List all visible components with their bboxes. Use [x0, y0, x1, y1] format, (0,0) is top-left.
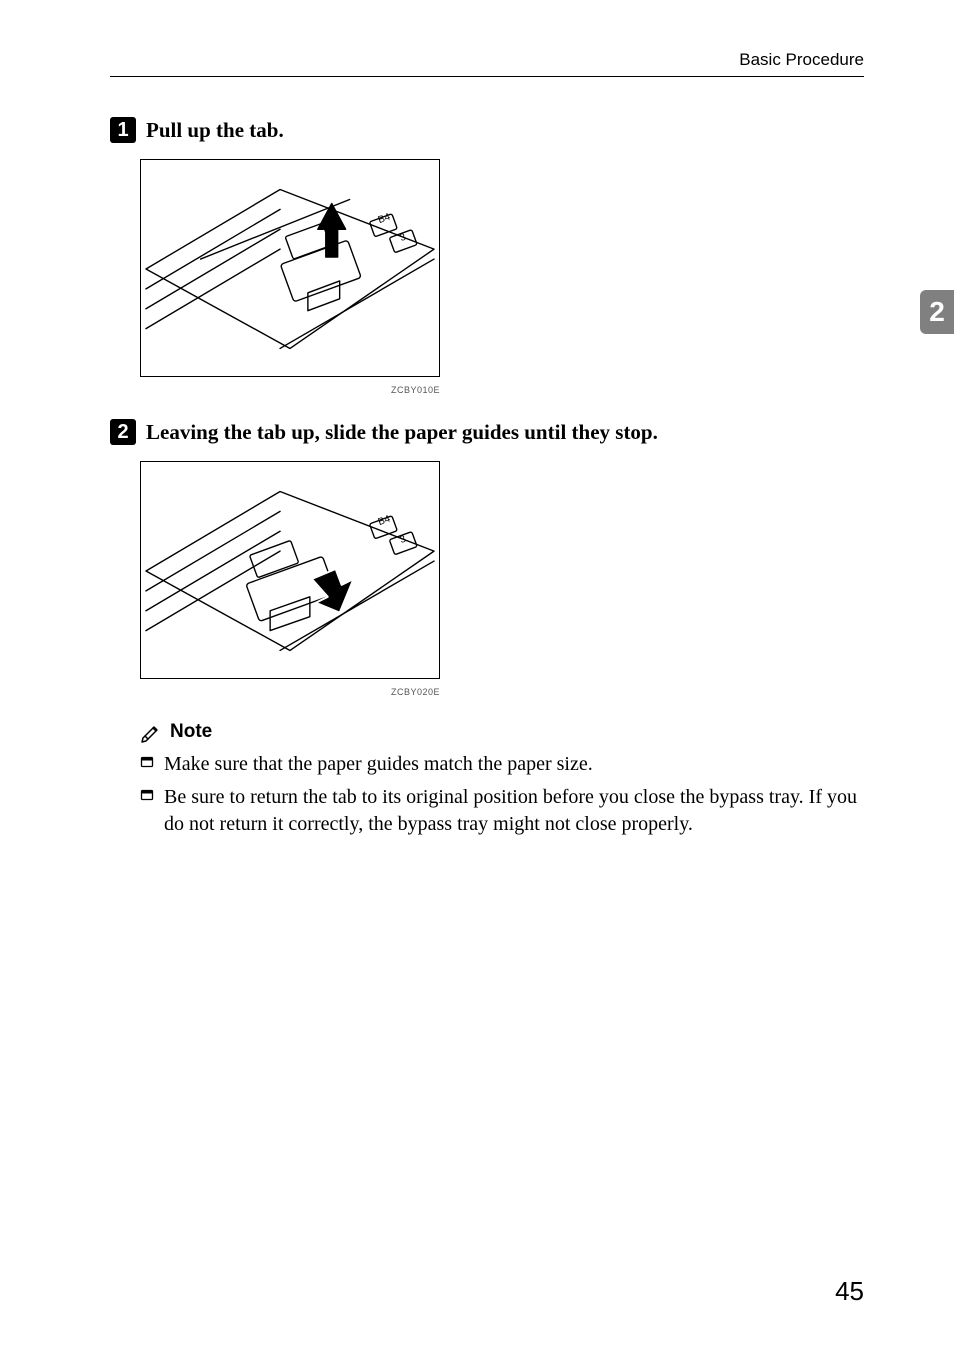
note-block: Note Make sure that the paper guides mat… [140, 721, 864, 838]
fig2-label-b4: B4 [377, 513, 393, 528]
fig1-label-b4: B4 [377, 211, 393, 226]
figure-2: B4 3 [140, 461, 440, 679]
page-number: 45 [835, 1276, 864, 1307]
figure-2-code: ZCBY020E [140, 687, 440, 697]
figure-1: B4 3 [140, 159, 440, 377]
step-2-head: 2 Leaving the tab up, slide the paper gu… [110, 419, 864, 445]
note-item-2-text: Be sure to return the tab to its origina… [164, 784, 864, 838]
step-number-badge: 2 [110, 419, 136, 445]
step-1-text: Pull up the tab. [146, 118, 284, 143]
note-label: Note [170, 721, 212, 743]
pencil-icon [140, 721, 162, 743]
header-line: Basic Procedure [110, 50, 864, 77]
figure-1-code: ZCBY010E [140, 385, 440, 395]
step-2: 2 Leaving the tab up, slide the paper gu… [110, 419, 864, 697]
note-item-2: Be sure to return the tab to its origina… [140, 784, 864, 838]
figure-2-svg: B4 3 [141, 461, 439, 679]
note-item-1-text: Make sure that the paper guides match th… [164, 751, 593, 778]
chapter-tab: 2 [920, 290, 954, 334]
page: Basic Procedure 1 Pull up the tab. [0, 0, 954, 1352]
content-area: 1 Pull up the tab. [110, 77, 864, 838]
step-1-head: 1 Pull up the tab. [110, 117, 864, 143]
bullet-icon [140, 755, 154, 769]
step-1: 1 Pull up the tab. [110, 117, 864, 395]
header-right-text: Basic Procedure [739, 50, 864, 69]
note-head: Note [140, 721, 864, 743]
step-2-text: Leaving the tab up, slide the paper guid… [146, 420, 658, 445]
bullet-icon [140, 788, 154, 802]
figure-1-svg: B4 3 [141, 159, 439, 377]
step-number-badge: 1 [110, 117, 136, 143]
note-item-1: Make sure that the paper guides match th… [140, 751, 864, 778]
